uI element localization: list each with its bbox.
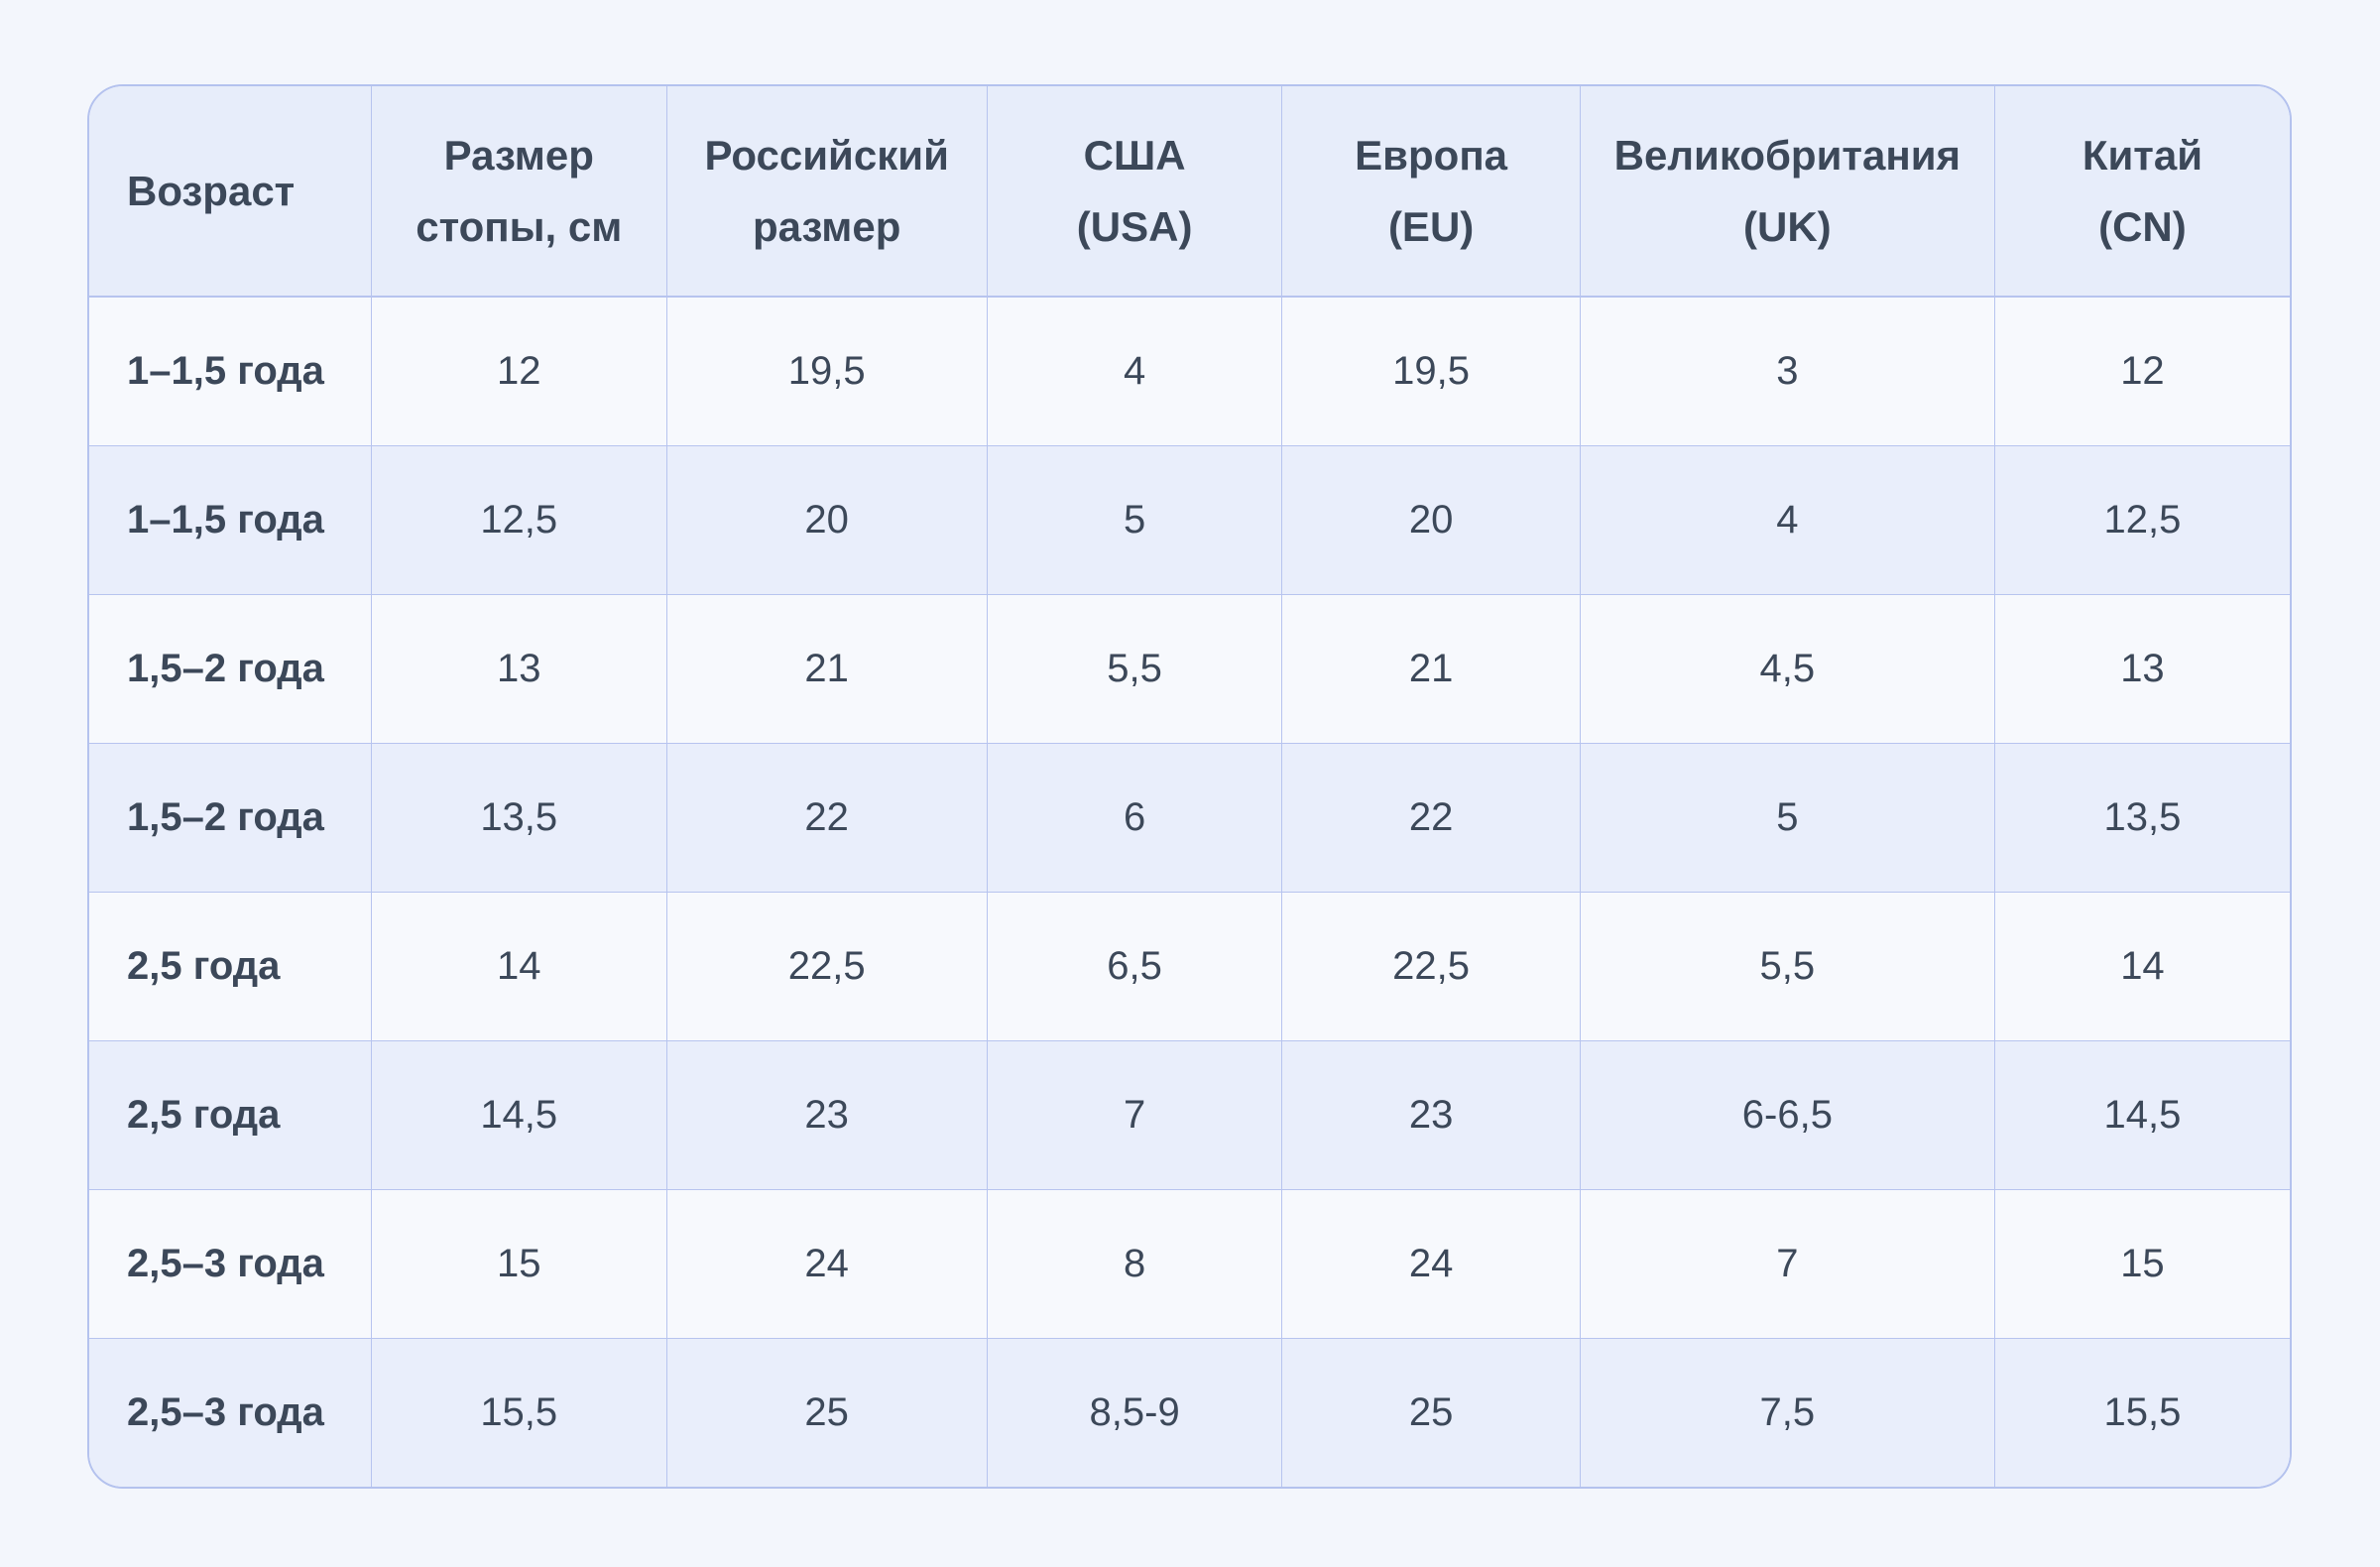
- value-cell-foot-size-cm: 13,5: [370, 742, 667, 893]
- column-header-cn-line: (CN): [2098, 202, 2187, 250]
- value-cell-uk: 7,5: [1579, 1337, 1995, 1487]
- column-header-usa-line: (USA): [1076, 202, 1193, 250]
- value-cell-russian-size: 20: [665, 444, 988, 595]
- age-cell: 1–1,5 года: [89, 296, 372, 446]
- value-cell-foot-size-cm: 12: [370, 296, 667, 446]
- value-cell-usa: 8: [986, 1188, 1283, 1339]
- value-cell-foot-size-cm: 15: [370, 1188, 667, 1339]
- age-cell: 1,5–2 года: [89, 593, 372, 744]
- value-cell-foot-size-cm: 14: [370, 891, 667, 1041]
- column-header-uk: Великобритания (UK): [1579, 86, 1995, 298]
- value-cell-cn: 15,5: [1993, 1337, 2290, 1487]
- value-cell-eu: 22: [1281, 742, 1581, 893]
- age-cell: 2,5 года: [89, 891, 372, 1041]
- value-cell-foot-size-cm: 15,5: [370, 1337, 667, 1487]
- value-cell-cn: 14: [1993, 891, 2290, 1041]
- age-cell: 2,5 года: [89, 1039, 372, 1190]
- value-cell-uk: 5,5: [1579, 891, 1995, 1041]
- value-cell-russian-size: 24: [665, 1188, 988, 1339]
- value-cell-usa: 6,5: [986, 891, 1283, 1041]
- column-header-russian-size: Российский размер: [665, 86, 988, 298]
- value-cell-russian-size: 25: [665, 1337, 988, 1487]
- column-header-uk-line: (UK): [1743, 202, 1832, 250]
- value-cell-uk: 4: [1579, 444, 1995, 595]
- value-cell-eu: 21: [1281, 593, 1581, 744]
- value-cell-russian-size: 22: [665, 742, 988, 893]
- value-cell-russian-size: 21: [665, 593, 988, 744]
- column-header-age: Возраст: [89, 86, 372, 298]
- column-header-foot-size-cm: Размер стопы, см: [370, 86, 667, 298]
- table-row-1: 1–1,5 года 12 19,5 4 19,5 3 12: [89, 296, 2290, 446]
- value-cell-foot-size-cm: 13: [370, 593, 667, 744]
- column-header-foot-size-cm-line: стопы, см: [416, 202, 623, 250]
- table-row-3: 1,5–2 года 13 21 5,5 21 4,5 13: [89, 593, 2290, 744]
- value-cell-foot-size-cm: 12,5: [370, 444, 667, 595]
- table-row-8: 2,5–3 года 15,5 25 8,5-9 25 7,5 15,5: [89, 1337, 2290, 1487]
- column-header-eu-line: (EU): [1387, 202, 1475, 250]
- value-cell-cn: 13: [1993, 593, 2290, 744]
- column-header-russian-size-line: размер: [752, 202, 901, 250]
- value-cell-eu: 24: [1281, 1188, 1581, 1339]
- column-header-russian-size-line: Российский: [704, 131, 949, 179]
- table-row-6: 2,5 года 14,5 23 7 23 6-6,5 14,5: [89, 1039, 2290, 1190]
- column-header-eu: Европа (EU): [1281, 86, 1581, 298]
- age-cell: 2,5–3 года: [89, 1337, 372, 1487]
- value-cell-usa: 5,5: [986, 593, 1283, 744]
- value-cell-russian-size: 19,5: [665, 296, 988, 446]
- value-cell-uk: 6-6,5: [1579, 1039, 1995, 1190]
- column-header-cn: Китай (CN): [1993, 86, 2290, 298]
- value-cell-cn: 15: [1993, 1188, 2290, 1339]
- value-cell-cn: 13,5: [1993, 742, 2290, 893]
- value-cell-cn: 12,5: [1993, 444, 2290, 595]
- table-row-5: 2,5 года 14 22,5 6,5 22,5 5,5 14: [89, 891, 2290, 1041]
- column-header-eu-line: Европа: [1355, 131, 1508, 179]
- column-header-uk-line: Великобритания: [1613, 131, 1962, 179]
- table-row-4: 1,5–2 года 13,5 22 6 22 5 13,5: [89, 742, 2290, 893]
- value-cell-usa: 7: [986, 1039, 1283, 1190]
- table-row-7: 2,5–3 года 15 24 8 24 7 15: [89, 1188, 2290, 1339]
- value-cell-eu: 19,5: [1281, 296, 1581, 446]
- value-cell-usa: 4: [986, 296, 1283, 446]
- value-cell-eu: 23: [1281, 1039, 1581, 1190]
- value-cell-eu: 25: [1281, 1337, 1581, 1487]
- column-header-usa-line: США: [1083, 131, 1186, 179]
- header-row: Возраст Размер стопы, см Российский размер СШ…: [89, 86, 2290, 298]
- age-cell: 1–1,5 года: [89, 444, 372, 595]
- value-cell-uk: 7: [1579, 1188, 1995, 1339]
- value-cell-uk: 3: [1579, 296, 1995, 446]
- age-cell: 2,5–3 года: [89, 1188, 372, 1339]
- shoe-size-table-card: Возраст Размер стопы, см Российский размер СШ…: [87, 84, 2292, 1489]
- column-header-foot-size-cm-line: Размер: [443, 131, 594, 179]
- value-cell-eu: 22,5: [1281, 891, 1581, 1041]
- table-header: Возраст Размер стопы, см Российский размер СШ…: [89, 86, 2290, 298]
- value-cell-foot-size-cm: 14,5: [370, 1039, 667, 1190]
- value-cell-usa: 8,5-9: [986, 1337, 1283, 1487]
- table-row-2: 1–1,5 года 12,5 20 5 20 4 12,5: [89, 444, 2290, 595]
- column-header-age-line: Возраст: [127, 167, 296, 214]
- value-cell-uk: 4,5: [1579, 593, 1995, 744]
- value-cell-cn: 12: [1993, 296, 2290, 446]
- value-cell-usa: 5: [986, 444, 1283, 595]
- value-cell-eu: 20: [1281, 444, 1581, 595]
- column-header-cn-line: Китай: [2082, 131, 2203, 179]
- table-body: 1–1,5 года 12 19,5 4 19,5 3 12 1–1,5 года 12,5 20…: [89, 296, 2290, 1487]
- value-cell-russian-size: 22,5: [665, 891, 988, 1041]
- column-header-usa: США (USA): [986, 86, 1283, 298]
- age-cell: 1,5–2 года: [89, 742, 372, 893]
- value-cell-uk: 5: [1579, 742, 1995, 893]
- value-cell-usa: 6: [986, 742, 1283, 893]
- value-cell-cn: 14,5: [1993, 1039, 2290, 1190]
- shoe-size-conversion-table: Возраст Размер стопы, см Российский размер СШ…: [89, 86, 2290, 1487]
- value-cell-russian-size: 23: [665, 1039, 988, 1190]
